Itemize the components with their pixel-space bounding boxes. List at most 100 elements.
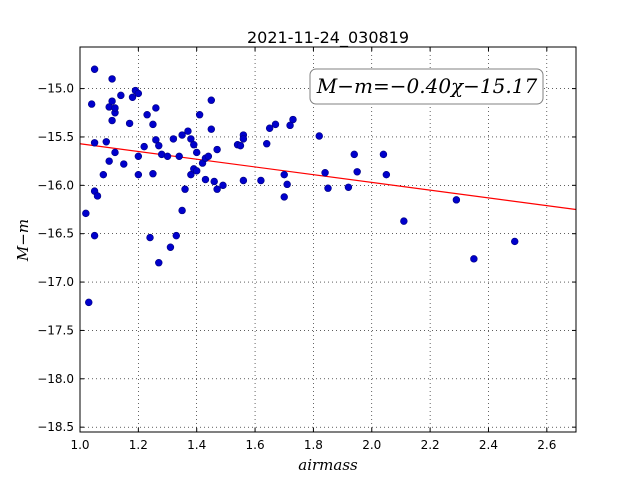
chart-title: 2021-11-24_030819 bbox=[247, 28, 409, 48]
y-tick-label: −17.0 bbox=[37, 275, 74, 289]
fit-annotation: M−m=−0.40χ−15.17 bbox=[309, 68, 544, 105]
y-tick-label: −17.5 bbox=[37, 323, 74, 337]
data-point bbox=[108, 97, 116, 105]
x-tick-label: 2.2 bbox=[421, 438, 440, 452]
data-point bbox=[283, 180, 291, 189]
data-point bbox=[155, 259, 163, 267]
annotation-text: M−m=−0.40χ−15.17 bbox=[316, 74, 538, 98]
data-point bbox=[321, 169, 329, 177]
y-axis-label: M−m bbox=[14, 219, 32, 262]
data-point bbox=[207, 96, 215, 104]
data-point bbox=[257, 176, 265, 185]
data-point bbox=[99, 170, 108, 179]
data-point bbox=[111, 148, 119, 157]
plot-frame bbox=[79, 46, 577, 433]
data-point bbox=[201, 175, 210, 184]
data-point bbox=[146, 233, 154, 242]
data-point bbox=[93, 192, 102, 200]
x-axis-label: airmass bbox=[298, 456, 358, 474]
data-point bbox=[382, 170, 391, 179]
data-point bbox=[125, 119, 134, 128]
data-point bbox=[210, 177, 218, 186]
data-point bbox=[172, 231, 180, 240]
data-point bbox=[105, 157, 113, 165]
data-point bbox=[315, 132, 323, 140]
data-point bbox=[87, 100, 96, 108]
data-point bbox=[236, 141, 245, 150]
data-point bbox=[117, 91, 125, 100]
data-point bbox=[263, 140, 271, 148]
data-point bbox=[120, 160, 128, 168]
data-point bbox=[143, 111, 151, 119]
data-point bbox=[207, 125, 215, 133]
y-tick-label: −15.5 bbox=[37, 130, 74, 144]
data-point bbox=[265, 124, 274, 132]
data-point bbox=[190, 141, 198, 149]
data-point bbox=[195, 111, 204, 119]
data-point bbox=[155, 141, 163, 150]
y-tick-label: −16.5 bbox=[37, 227, 74, 241]
data-point bbox=[271, 120, 280, 129]
data-point bbox=[289, 115, 297, 124]
data-point bbox=[149, 120, 157, 129]
data-point bbox=[181, 185, 189, 193]
data-point bbox=[184, 127, 192, 135]
x-tick-label: 1.2 bbox=[129, 438, 148, 452]
annotation-box bbox=[309, 68, 544, 105]
data-point bbox=[102, 138, 110, 146]
data-point bbox=[213, 145, 221, 154]
data-point bbox=[108, 75, 116, 83]
data-point bbox=[134, 89, 143, 98]
data-point bbox=[152, 104, 160, 112]
ticks: 1.0 1.2 1.4 1.6 1.8 2.0 2.2 2.4 2.6 −15.0 −15.5 −16… bbox=[37, 47, 576, 452]
data-point bbox=[187, 170, 195, 179]
data-point bbox=[400, 217, 408, 225]
data-point bbox=[239, 176, 248, 185]
data-point bbox=[163, 152, 172, 161]
data-point bbox=[111, 104, 119, 112]
data-point bbox=[193, 148, 201, 157]
data-point bbox=[178, 206, 186, 215]
data-point bbox=[175, 152, 183, 161]
x-tick-label: 2.4 bbox=[479, 438, 498, 452]
data-point bbox=[286, 121, 294, 130]
y-tick-label: −18.5 bbox=[37, 420, 74, 434]
data-point bbox=[90, 139, 99, 147]
data-point bbox=[280, 170, 288, 179]
data-point bbox=[152, 136, 160, 144]
x-tick-label: 2.6 bbox=[537, 438, 556, 452]
x-tick-label: 1.8 bbox=[304, 438, 323, 452]
data-point bbox=[280, 193, 288, 201]
data-point bbox=[350, 150, 358, 159]
data-point bbox=[511, 237, 519, 246]
data-point bbox=[470, 255, 478, 263]
x-tick-label: 1.4 bbox=[187, 438, 206, 452]
data-point bbox=[128, 93, 137, 102]
data-point bbox=[219, 181, 227, 190]
data-point bbox=[90, 231, 99, 240]
data-point bbox=[204, 152, 213, 161]
data-point bbox=[239, 135, 248, 143]
data-point bbox=[134, 170, 143, 179]
data-point bbox=[108, 116, 116, 125]
y-tick-label: −18.0 bbox=[37, 372, 74, 386]
data-point bbox=[166, 243, 175, 251]
y-tick-label: −16.0 bbox=[37, 178, 74, 192]
x-tick-label: 1.6 bbox=[246, 438, 265, 452]
data-point bbox=[149, 170, 157, 178]
data-point bbox=[213, 185, 221, 193]
data-point bbox=[140, 142, 148, 151]
data-point bbox=[324, 184, 332, 192]
data-point bbox=[169, 135, 178, 143]
data-point bbox=[353, 168, 361, 176]
data-point bbox=[379, 150, 388, 159]
data-point bbox=[452, 196, 461, 204]
x-tick-label: 1.0 bbox=[70, 438, 89, 452]
y-tick-label: −15.0 bbox=[37, 82, 74, 96]
data-point bbox=[344, 183, 353, 191]
data-point bbox=[134, 152, 143, 161]
data-point bbox=[85, 298, 93, 307]
data-point bbox=[187, 135, 195, 143]
